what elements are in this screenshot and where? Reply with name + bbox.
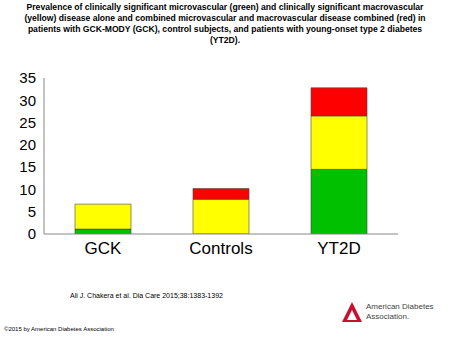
svg-text:10: 10 <box>19 181 36 198</box>
svg-text:5: 5 <box>28 203 36 220</box>
html-text:©2015 by American Diabetes Ass: ©2015 by American Diabetes Association <box>4 326 114 332</box>
svg-text:YT2D: YT2D <box>317 239 360 258</box>
svg-text:0: 0 <box>28 225 36 242</box>
svg-text:Controls: Controls <box>189 239 252 258</box>
svg-text:15: 15 <box>19 158 36 175</box>
svg-text:30: 30 <box>19 92 36 109</box>
html-text:Ali J. Chakera et al. Dia Care: Ali J. Chakera et al. Dia Care 2015;38:1… <box>70 292 223 299</box>
svg-text:35: 35 <box>19 69 36 86</box>
html-text:Prevalence of clinically signi: Prevalence of clinically significant mic… <box>24 2 426 45</box>
svg-text:20: 20 <box>19 136 36 153</box>
html-text:American Diabetes Association.: American Diabetes Association. <box>366 302 434 321</box>
svg-text:GCK: GCK <box>85 239 123 258</box>
svg-text:25: 25 <box>19 114 36 131</box>
